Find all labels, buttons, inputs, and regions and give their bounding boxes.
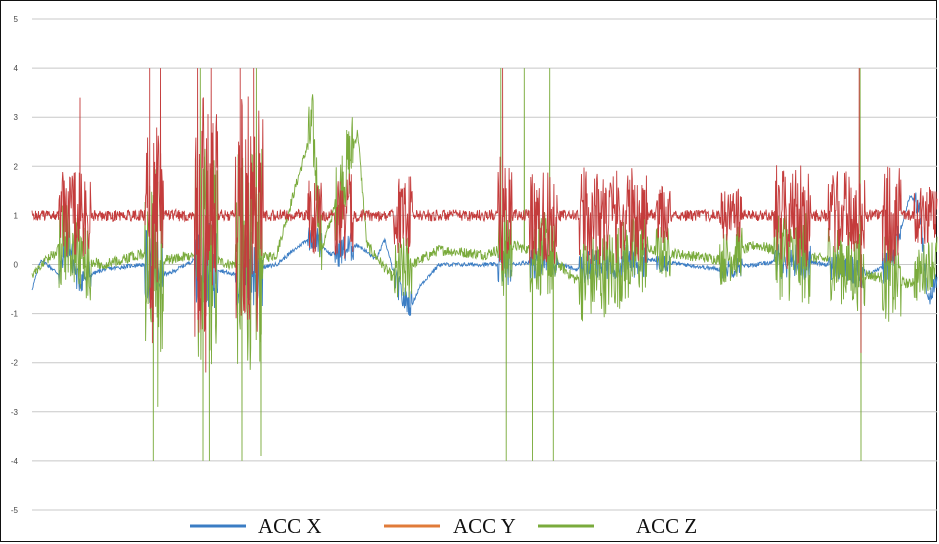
y-tick-label: -2 bbox=[11, 359, 19, 368]
y-tick-label: 4 bbox=[14, 64, 19, 73]
series-line bbox=[31, 68, 938, 373]
legend-acc-z-label: ACC Z bbox=[636, 514, 697, 538]
legend-acc-x-label: ACC X bbox=[258, 514, 322, 538]
grid-lines bbox=[32, 18, 937, 511]
y-tick-label: -3 bbox=[11, 408, 19, 417]
y-tick-label: 1 bbox=[14, 211, 19, 220]
y-axis-ticks: 5 4 3 2 1 0 -1 -2 -3 -4 -5 bbox=[11, 15, 19, 515]
series-lines bbox=[31, 68, 938, 461]
y-tick-label: -4 bbox=[11, 457, 19, 466]
legend: ACC X ACC Y ACC Z bbox=[190, 514, 697, 538]
series-acc-x bbox=[31, 192, 938, 316]
y-tick-label: 0 bbox=[14, 261, 19, 270]
y-tick-label: 2 bbox=[14, 162, 19, 171]
y-tick-label: -5 bbox=[11, 506, 19, 515]
legend-acc-y-label: ACC Y bbox=[453, 514, 516, 538]
y-tick-label: -1 bbox=[11, 310, 19, 319]
y-tick-label: 3 bbox=[14, 113, 19, 122]
series-acc-z bbox=[31, 68, 938, 461]
y-tick-label: 5 bbox=[14, 15, 19, 24]
